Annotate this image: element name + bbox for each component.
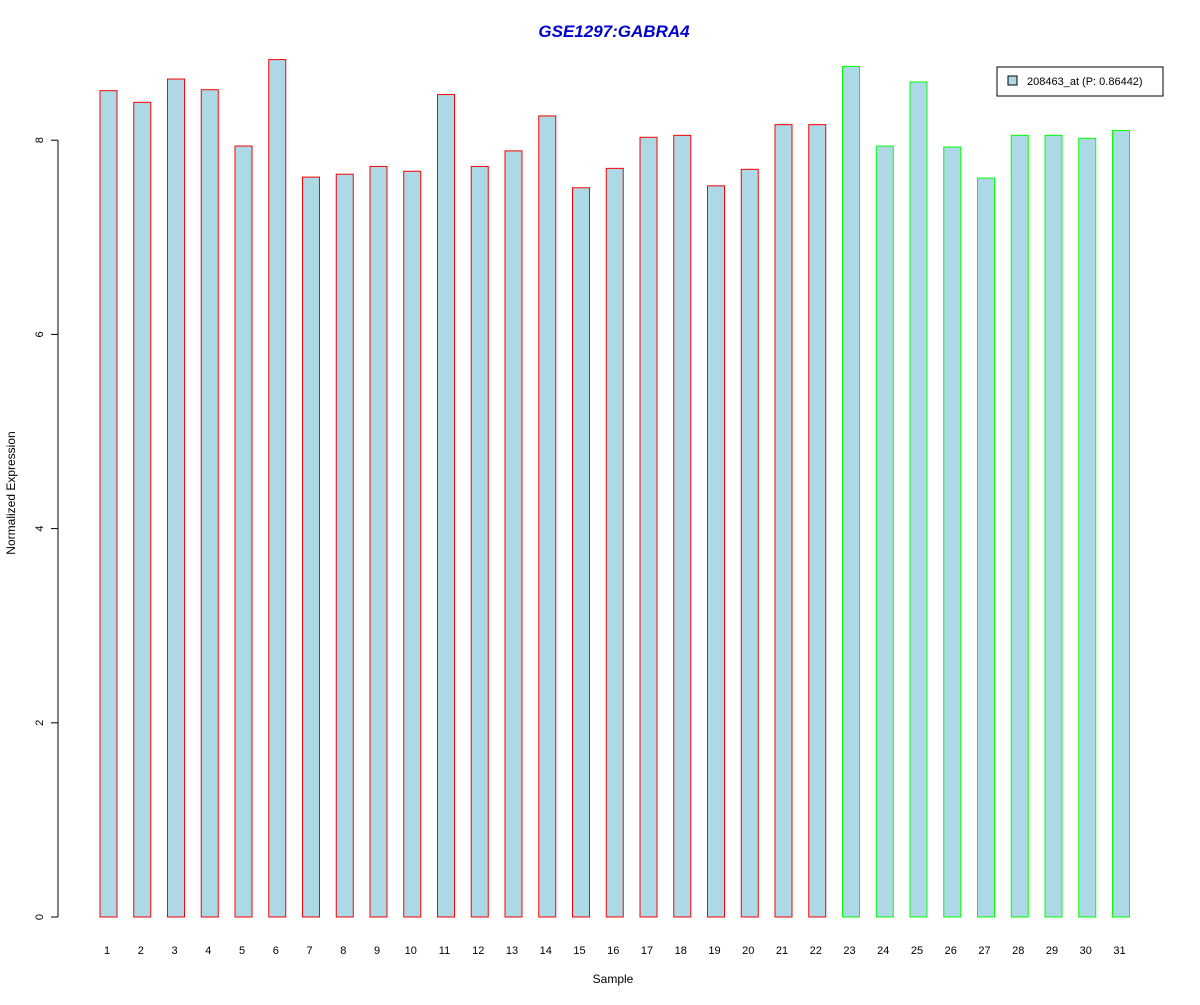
x-tick-label: 1: [104, 945, 110, 957]
bar-sample-14: [538, 115, 557, 918]
y-tick-label: 2: [34, 720, 46, 726]
x-tick-label: 20: [742, 945, 754, 957]
legend-swatch: [1007, 75, 1018, 86]
bar-sample-27: [977, 177, 995, 918]
x-tick-label: 23: [843, 945, 855, 957]
bar-sample-7: [302, 176, 320, 918]
x-tick-label: 4: [205, 945, 211, 957]
x-tick-label: 2: [138, 945, 144, 957]
x-tick-label: 13: [506, 945, 518, 957]
x-tick-label: 6: [273, 945, 279, 957]
x-tick-label: 27: [978, 945, 990, 957]
legend: 208463_at (P: 0.86442): [996, 66, 1164, 97]
bar-sample-3: [167, 78, 185, 918]
bar-sample-15: [572, 187, 590, 918]
bar-sample-31: [1112, 129, 1130, 918]
x-tick-label: 22: [810, 945, 822, 957]
bar-sample-13: [504, 150, 523, 918]
x-tick-label: 25: [911, 945, 923, 957]
x-tick-label: 18: [675, 945, 687, 957]
bar-sample-10: [403, 170, 422, 918]
x-tick-label: 21: [776, 945, 788, 957]
y-tick-label: 0: [34, 914, 46, 920]
x-tick-label: 17: [641, 945, 653, 957]
bar-sample-22: [808, 124, 827, 918]
bar-sample-16: [605, 167, 624, 918]
bar-sample-5: [234, 145, 253, 918]
x-tick-label: 15: [573, 945, 585, 957]
x-tick-label: 16: [607, 945, 619, 957]
y-tick-label: 4: [34, 526, 46, 532]
x-tick-label: 14: [540, 945, 552, 957]
bar-sample-9: [369, 165, 388, 918]
bar-sample-23: [842, 65, 860, 918]
bar-sample-28: [1010, 134, 1029, 918]
bar-sample-20: [740, 168, 759, 918]
bar-sample-26: [943, 146, 962, 918]
bar-sample-19: [707, 185, 725, 918]
bar-sample-24: [875, 145, 894, 918]
bar-sample-30: [1078, 137, 1097, 918]
bar-sample-21: [774, 124, 793, 918]
x-tick-label: 8: [340, 945, 346, 957]
bar-sample-29: [1044, 134, 1063, 918]
y-axis-label: Normalized Expression: [4, 431, 18, 554]
y-tick-label: 8: [34, 137, 46, 143]
y-axis: 0 2 4 6 8: [34, 137, 59, 920]
x-tick-labels: 1 2 3 4 5 6 7 8 9 10 11 12 13 14 15 16 17 18 19 20 21 22 23 24 2…: [104, 945, 1126, 957]
x-tick-label: 12: [472, 945, 484, 957]
y-tick-label: 6: [34, 331, 46, 337]
x-tick-label: 19: [708, 945, 720, 957]
x-tick-label: 26: [945, 945, 957, 957]
legend-box: [996, 66, 1164, 97]
x-tick-label: 29: [1046, 945, 1058, 957]
bars-group: [99, 59, 1130, 918]
bar-sample-6: [268, 59, 287, 918]
bar-sample-25: [909, 81, 928, 918]
bar-sample-12: [470, 165, 489, 918]
bar-sample-8: [335, 173, 354, 918]
bar-sample-11: [437, 94, 455, 918]
x-axis-label: Sample: [593, 972, 634, 986]
bar-sample-2: [133, 101, 152, 918]
bar-sample-4: [200, 89, 219, 918]
x-tick-label: 24: [877, 945, 889, 957]
legend-label: 208463_at (P: 0.86442): [1027, 76, 1143, 88]
x-tick-label: 30: [1080, 945, 1092, 957]
x-tick-label: 28: [1012, 945, 1024, 957]
x-tick-label: 9: [374, 945, 380, 957]
x-tick-label: 3: [171, 945, 177, 957]
x-tick-label: 10: [405, 945, 417, 957]
x-tick-label: 31: [1113, 945, 1125, 957]
x-tick-label: 11: [439, 945, 450, 957]
bar-sample-1: [99, 90, 118, 918]
chart-title: GSE1297:GABRA4: [538, 22, 690, 41]
bar-sample-17: [639, 136, 658, 918]
x-tick-label: 7: [306, 945, 312, 957]
x-tick-label: 5: [239, 945, 245, 957]
bar-sample-18: [673, 134, 692, 918]
